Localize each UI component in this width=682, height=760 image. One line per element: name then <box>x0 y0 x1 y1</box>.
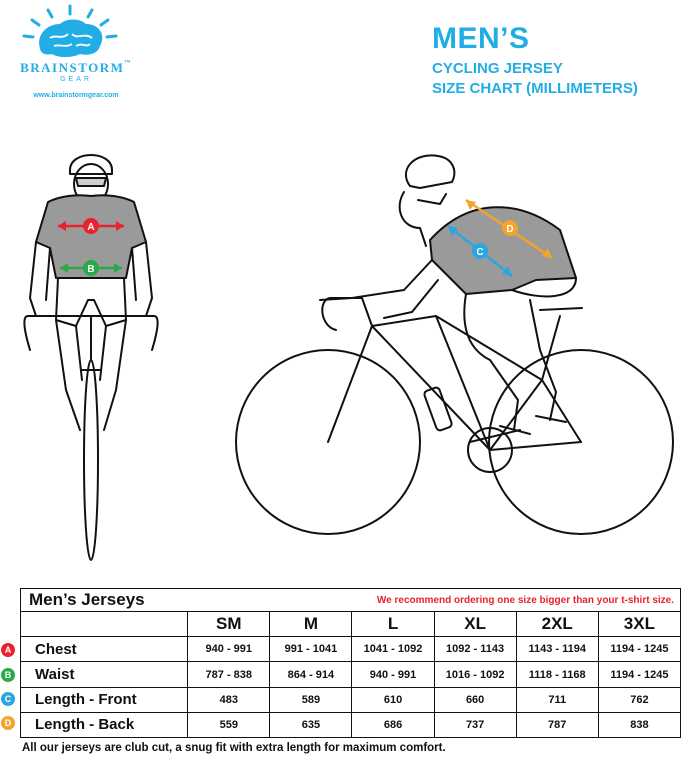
table-cell: 589 <box>269 686 353 713</box>
svg-text:D: D <box>506 224 513 235</box>
svg-text:A: A <box>87 222 94 233</box>
marker-c-icon <box>472 243 488 259</box>
table-cell: 787 - 838 <box>187 661 271 688</box>
svg-text:B: B <box>87 264 94 275</box>
brand-url: www.brainstormgear.com <box>33 92 119 99</box>
table-cell: 737 <box>433 711 517 739</box>
page-title: MEN’S <box>432 22 530 55</box>
table-row: Length - Back 559 635 686 737 787 838 <box>19 711 682 739</box>
header-blank-cell <box>19 611 189 638</box>
row-label: Length - Front <box>19 686 189 713</box>
row-label: Waist <box>19 661 189 688</box>
marker-d-icon <box>502 220 518 236</box>
fit-footnote: All our jerseys are club cut, a snug fit… <box>22 742 446 754</box>
table-cell: 711 <box>515 686 599 713</box>
row-marker-c-icon: C <box>1 692 15 706</box>
table-cell: 559 <box>187 711 271 739</box>
table-cell: 838 <box>597 711 682 739</box>
measurement-markers: A B C D <box>58 198 553 277</box>
table-cell: 1194 - 1245 <box>597 636 682 663</box>
page-subtitle-2: SIZE CHART (MILLIMETERS) <box>432 80 638 97</box>
size-header: L <box>351 611 435 638</box>
table-row: Length - Front 483 589 610 660 711 762 <box>19 686 682 713</box>
page-subtitle-1: CYCLING JERSEY <box>432 60 563 77</box>
table-cell: 635 <box>269 711 353 739</box>
size-header: 3XL <box>597 611 682 638</box>
table-cell: 1194 - 1245 <box>597 661 682 688</box>
table-cell: 940 - 991 <box>351 661 435 688</box>
table-cell: 1092 - 1143 <box>433 636 517 663</box>
marker-b-icon <box>83 260 99 276</box>
sizing-recommendation: We recommend ordering one size bigger th… <box>187 587 681 613</box>
cyclist-illustration: A B C D <box>23 154 674 561</box>
table-cell: 864 - 914 <box>269 661 353 688</box>
table-row: Chest 940 - 991 991 - 1041 1041 - 1092 1… <box>19 636 682 663</box>
brand-logo: BRAINSTORM™ GEAR www.brainstormgear.com <box>10 4 132 104</box>
row-label: Length - Back <box>19 711 189 739</box>
table-cell: 991 - 1041 <box>269 636 353 663</box>
table-cell: 483 <box>187 686 271 713</box>
side-view-cyclist <box>235 154 674 535</box>
size-header: XL <box>433 611 517 638</box>
row-marker-d-icon: D <box>1 716 15 730</box>
table-title-row: Men’s Jerseys We recommend ordering one … <box>19 587 681 613</box>
size-header: 2XL <box>515 611 599 638</box>
marker-a-icon <box>83 218 99 234</box>
table-row: Waist 787 - 838 864 - 914 940 - 991 1016… <box>19 661 682 688</box>
table-cell: 1041 - 1092 <box>351 636 435 663</box>
size-header: M <box>269 611 353 638</box>
table-cell: 686 <box>351 711 435 739</box>
row-marker-b-icon: B <box>1 668 15 682</box>
table-cell: 1143 - 1194 <box>515 636 599 663</box>
brand-name: BRAINSTORM™ <box>20 60 132 75</box>
size-header-row: SM M L XL 2XL 3XL <box>19 611 682 638</box>
svg-text:C: C <box>476 247 483 258</box>
table-cell: 787 <box>515 711 599 739</box>
table-cell: 940 - 991 <box>187 636 271 663</box>
size-chart-table: Men’s Jerseys We recommend ordering one … <box>19 587 682 739</box>
table-title: Men’s Jerseys <box>19 587 188 613</box>
row-label: Chest <box>19 636 189 663</box>
size-header: SM <box>187 611 271 638</box>
table-cell: 660 <box>433 686 517 713</box>
row-marker-a-icon: A <box>1 643 15 657</box>
table-cell: 1016 - 1092 <box>433 661 517 688</box>
table-cell: 762 <box>597 686 682 713</box>
table-cell: 1118 - 1168 <box>515 661 599 688</box>
brand-gear-label: GEAR <box>60 76 92 83</box>
brain-logo-icon <box>22 4 118 57</box>
front-view-cyclist <box>23 154 159 561</box>
table-cell: 610 <box>351 686 435 713</box>
